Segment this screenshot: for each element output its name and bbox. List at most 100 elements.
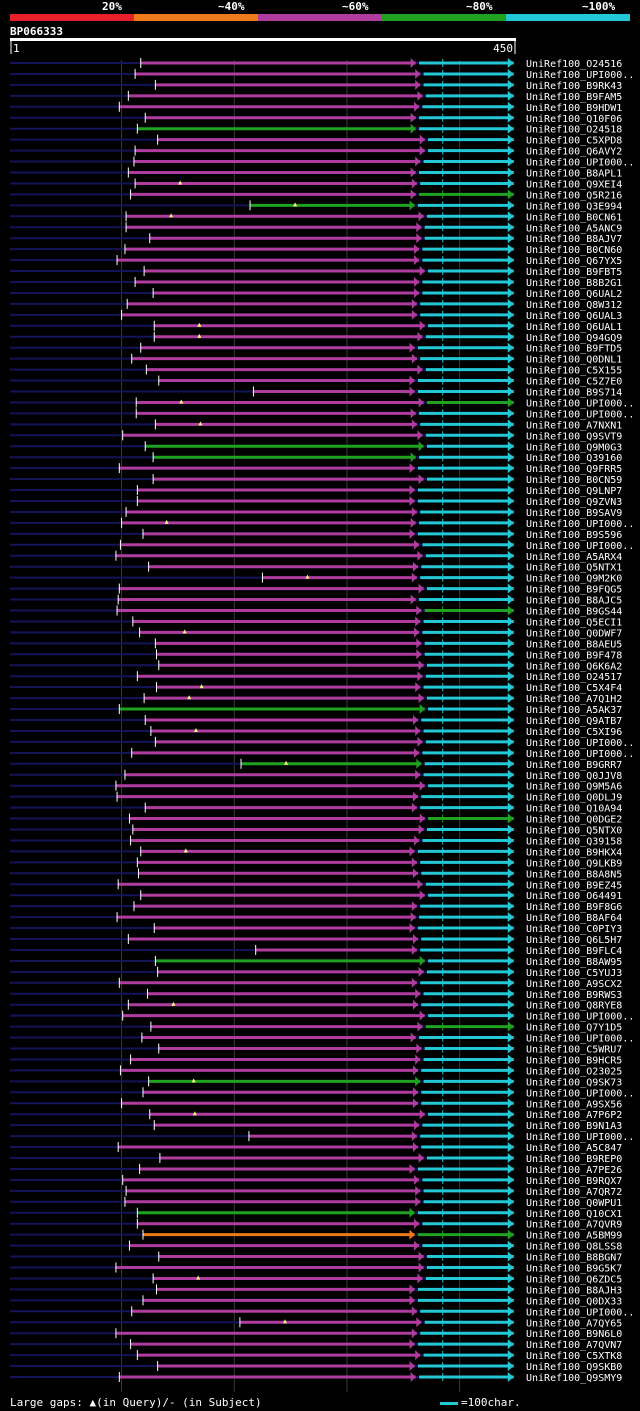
hit-row-50[interactable]: UniRef100_B9GS44 [10, 605, 622, 618]
hit-label[interactable]: UniRef100_UPI000.. [526, 1034, 634, 1045]
hit-label[interactable]: UniRef100_C5XPD8 [526, 136, 622, 147]
hit-row-76[interactable]: UniRef100_O64491 [10, 890, 622, 902]
hit-row-48[interactable]: UniRef100_B9FQG5 [10, 583, 622, 596]
hit-label[interactable]: UniRef100_Q5NTX0 [526, 826, 622, 837]
hit-label[interactable]: UniRef100_UPI000.. [526, 1012, 634, 1023]
hit-label[interactable]: UniRef100_Q0DX33 [526, 1296, 622, 1307]
hit-label[interactable]: UniRef100_Q10F06 [526, 114, 622, 125]
hit-row-83[interactable]: UniRef100_C5YUJ3 [10, 966, 622, 979]
hit-label[interactable]: UniRef100_C5XI96 [526, 727, 622, 738]
hit-row-104[interactable]: UniRef100_Q0WPU1 [10, 1196, 622, 1209]
hit-label[interactable]: UniRef100_Q0WPU1 [526, 1198, 622, 1209]
hit-label[interactable]: UniRef100_O24518 [526, 125, 622, 136]
hit-label[interactable]: UniRef100_C5Z7E0 [526, 377, 622, 388]
hit-row-62[interactable]: UniRef100_UPI000.. [10, 736, 634, 749]
hit-row-87[interactable]: UniRef100_UPI000.. [10, 1010, 634, 1023]
hit-label[interactable]: UniRef100_Q10A94 [526, 804, 622, 815]
hit-label[interactable]: UniRef100_Q7Y1D5 [526, 1023, 622, 1034]
hit-label[interactable]: UniRef100_Q9XEI4 [526, 179, 622, 190]
hit-row-113[interactable]: UniRef100_Q0DX33 [10, 1295, 622, 1307]
hit-row-26[interactable]: UniRef100_B9FTD5 [10, 342, 622, 355]
hit-label[interactable]: UniRef100_B8APL1 [526, 169, 622, 180]
hit-row-51[interactable]: UniRef100_Q5ECI1 [10, 616, 622, 628]
hit-row-70[interactable]: UniRef100_Q5NTX0 [10, 824, 622, 837]
hit-row-53[interactable]: UniRef100_B8AEU5 [10, 638, 622, 650]
hit-row-66[interactable]: UniRef100_Q9M5A6 [10, 780, 622, 793]
hit-row-19[interactable]: UniRef100_B9FBT5 [10, 266, 622, 278]
hit-label[interactable]: UniRef100_B8AEU5 [526, 639, 622, 650]
hit-row-71[interactable]: UniRef100_Q39158 [10, 835, 622, 847]
hit-label[interactable]: UniRef100_B9S714 [526, 388, 622, 399]
hit-label[interactable]: UniRef100_B8B2G1 [526, 278, 622, 289]
hit-label[interactable]: UniRef100_Q9M0G3 [526, 442, 622, 453]
hit-label[interactable]: UniRef100_UPI000.. [526, 409, 634, 420]
hit-label[interactable]: UniRef100_Q0DLJ9 [526, 793, 622, 804]
hit-label[interactable]: UniRef100_UPI000.. [526, 749, 634, 760]
hit-row-37[interactable]: UniRef100_Q9FRR5 [10, 463, 622, 475]
hit-row-31[interactable]: UniRef100_UPI000.. [10, 397, 634, 409]
hit-row-55[interactable]: UniRef100_Q6K6A2 [10, 660, 622, 672]
hit-label[interactable]: UniRef100_A7NXN1 [526, 420, 622, 431]
hit-row-94[interactable]: UniRef100_UPI000.. [10, 1087, 634, 1099]
hit-row-108[interactable]: UniRef100_Q8LSS8 [10, 1240, 622, 1253]
hit-label[interactable]: UniRef100_Q6L5H7 [526, 935, 622, 946]
hit-label[interactable]: UniRef100_UPI000.. [526, 1088, 634, 1099]
hit-label[interactable]: UniRef100_Q0DGE2 [526, 815, 622, 826]
hit-row-58[interactable]: UniRef100_A7Q1H2 [10, 693, 622, 705]
hit-row-75[interactable]: UniRef100_B9EZ45 [10, 879, 622, 891]
hit-row-60[interactable]: UniRef100_Q9ATB7 [10, 715, 622, 727]
hit-row-12[interactable]: UniRef100_Q5R216 [10, 189, 622, 201]
hit-row-103[interactable]: UniRef100_A7QR72 [10, 1185, 622, 1198]
hit-row-74[interactable]: UniRef100_B8A8N5 [10, 868, 622, 880]
hit-label[interactable]: UniRef100_B9S596 [526, 530, 622, 541]
hit-label[interactable]: UniRef100_A7QVR9 [526, 1220, 622, 1231]
hit-row-109[interactable]: UniRef100_B8BGN7 [10, 1251, 622, 1264]
hit-label[interactable]: UniRef100_Q9ZVN3 [526, 497, 622, 508]
hit-row-34[interactable]: UniRef100_Q9SVT9 [10, 430, 622, 442]
hit-label[interactable]: UniRef100_C5XTK8 [526, 1351, 622, 1362]
hit-row-91[interactable]: UniRef100_B9HCR5 [10, 1054, 622, 1066]
hit-row-4[interactable]: UniRef100_B9HDW1 [10, 101, 622, 114]
hit-label[interactable]: UniRef100_A5ARX4 [526, 552, 622, 563]
hit-label[interactable]: UniRef100_B0CN60 [526, 245, 622, 256]
hit-row-102[interactable]: UniRef100_B9RQX7 [10, 1174, 622, 1187]
hit-label[interactable]: UniRef100_UPI000.. [526, 70, 634, 81]
hit-label[interactable]: UniRef100_C5X155 [526, 366, 622, 377]
hit-row-21[interactable]: UniRef100_Q6UAL2 [10, 287, 622, 300]
hit-label[interactable]: UniRef100_Q8LSS8 [526, 1242, 622, 1253]
hit-row-89[interactable]: UniRef100_UPI000.. [10, 1032, 634, 1045]
hit-label[interactable]: UniRef100_B9REP0 [526, 1154, 622, 1165]
hit-label[interactable]: UniRef100_B9GS44 [526, 607, 622, 618]
hit-row-13[interactable]: UniRef100_Q3E994 [10, 200, 622, 212]
hit-label[interactable]: UniRef100_Q8W312 [526, 300, 622, 311]
hit-label[interactable]: UniRef100_Q67YX5 [526, 256, 622, 267]
hit-row-72[interactable]: UniRef100_B9HKX4 [10, 846, 622, 858]
hit-row-41[interactable]: UniRef100_B9SAV9 [10, 506, 622, 519]
hit-label[interactable]: UniRef100_A9SX56 [526, 1099, 622, 1110]
hit-label[interactable]: UniRef100_B9F478 [526, 650, 622, 661]
hit-row-25[interactable]: UniRef100_Q94GQ9 [10, 331, 622, 344]
hit-label[interactable]: UniRef100_A5ANC9 [526, 223, 622, 234]
hit-row-5[interactable]: UniRef100_Q10F06 [10, 112, 622, 125]
hit-label[interactable]: UniRef100_B9FAM5 [526, 92, 622, 103]
hit-label[interactable]: UniRef100_Q9SK73 [526, 1077, 622, 1088]
hit-label[interactable]: UniRef100_A7QY65 [526, 1318, 622, 1329]
hit-label[interactable]: UniRef100_UPI000.. [526, 398, 634, 409]
hit-label[interactable]: UniRef100_Q6UAL1 [526, 322, 622, 333]
hit-row-63[interactable]: UniRef100_UPI000.. [10, 747, 634, 760]
hit-label[interactable]: UniRef100_UPI000.. [526, 738, 634, 749]
hit-row-40[interactable]: UniRef100_Q9ZVN3 [10, 496, 622, 508]
hit-row-82[interactable]: UniRef100_B8AW95 [10, 955, 622, 968]
hit-label[interactable]: UniRef100_Q0DNL1 [526, 355, 622, 366]
hit-label[interactable]: UniRef100_B9SAV9 [526, 508, 622, 519]
hit-label[interactable]: UniRef100_Q9FRR5 [526, 464, 622, 475]
hit-row-110[interactable]: UniRef100_B9G5K7 [10, 1262, 622, 1275]
hit-row-15[interactable]: UniRef100_A5ANC9 [10, 222, 622, 234]
hit-label[interactable]: UniRef100_Q6UAL2 [526, 289, 622, 300]
hit-row-107[interactable]: UniRef100_A5BM99 [10, 1229, 622, 1242]
hit-row-8[interactable]: UniRef100_Q6AVY2 [10, 145, 622, 158]
hit-label[interactable]: UniRef100_Q9SMY9 [526, 1373, 622, 1384]
hit-label[interactable]: UniRef100_Q6ZDC5 [526, 1274, 622, 1285]
hit-row-18[interactable]: UniRef100_Q67YX5 [10, 255, 622, 267]
hit-row-98[interactable]: UniRef100_UPI000.. [10, 1131, 634, 1143]
